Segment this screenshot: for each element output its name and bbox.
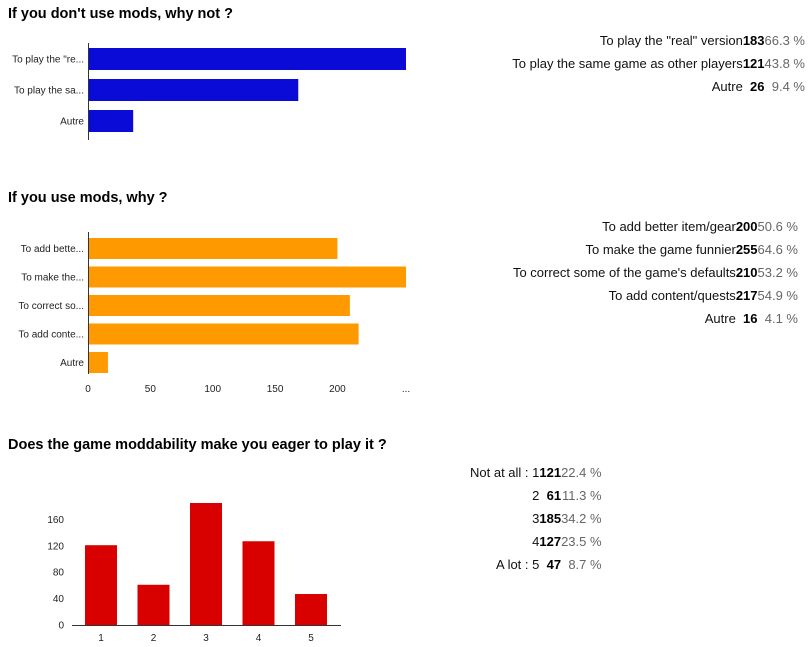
section-title-no-mods: If you don't use mods, why not ? xyxy=(8,6,233,22)
bar xyxy=(88,110,134,132)
stats-table-use-mods: To add better item/gear 200 50.6 % To make … xyxy=(513,215,798,330)
stat-percent: 22.4 % xyxy=(561,465,602,480)
stat-label: 3 xyxy=(532,511,540,526)
stats-table-no-mods: To play the "real" version 183 66.3 % To pl… xyxy=(512,29,805,98)
stats-row: Autre 16 4.1 % xyxy=(513,307,798,330)
stat-count: 127 xyxy=(539,534,562,549)
x-tick-label: 200 xyxy=(329,384,346,395)
x-tick-label: 50 xyxy=(145,384,157,395)
stat-count: 185 xyxy=(539,511,562,526)
bar xyxy=(242,541,275,625)
x-tick-label: 1 xyxy=(98,633,104,644)
y-tick-label: 0 xyxy=(58,621,64,632)
stats-table-moddability: Not at all : 1 121 22.4 % 2 61 11.3 % 3 185 34.2… xyxy=(470,461,602,576)
bar xyxy=(137,584,170,625)
stat-percent: 50.6 % xyxy=(757,219,798,234)
stat-count: 61 xyxy=(546,488,562,503)
x-tick-label: 150 xyxy=(267,384,284,395)
stat-label: To play the "real" version xyxy=(599,33,743,48)
stat-label: To correct some of the game's defaults xyxy=(512,265,736,280)
bar xyxy=(85,545,117,625)
category-label: Autre xyxy=(60,358,84,369)
category-label: To play the "re... xyxy=(12,55,84,66)
stats-row: To play the "real" version 183 66.3 % xyxy=(512,29,805,52)
y-tick-label: 40 xyxy=(53,594,65,605)
stat-count: 47 xyxy=(546,557,562,572)
stats-row: To add better item/gear 200 50.6 % xyxy=(513,215,798,238)
x-tick-label: 100 xyxy=(204,384,221,395)
stats-row: 2 61 11.3 % xyxy=(470,484,602,507)
stat-label: 2 xyxy=(532,488,540,503)
stat-percent: 43.8 % xyxy=(764,56,805,71)
stat-label: Not at all : 1 xyxy=(470,465,540,480)
stats-row: To correct some of the game's defaults 21… xyxy=(513,261,798,284)
stats-row: To make the game funnier 255 64.6 % xyxy=(513,238,799,261)
bar xyxy=(88,238,338,259)
stat-count: 26 xyxy=(750,79,765,94)
chart-why-mods: To add bette... To make the... To correct … xyxy=(18,232,410,395)
stat-percent: 9.4 % xyxy=(771,79,805,94)
stat-percent: 54.9 % xyxy=(757,288,798,303)
bar xyxy=(88,323,359,345)
x-tick-label: ... xyxy=(402,384,410,395)
stat-count: 183 xyxy=(742,33,765,48)
stat-label: A lot : 5 xyxy=(496,557,540,572)
category-label: To correct so... xyxy=(18,301,84,312)
bar xyxy=(88,79,299,101)
stat-label: To play the same game as other players xyxy=(512,56,743,71)
bar xyxy=(88,48,406,70)
stats-row: To add content/quests 217 54.9 % xyxy=(513,284,798,307)
stat-label: To make the game funnier xyxy=(585,242,736,257)
stats-row: To play the same game as other players 12… xyxy=(512,52,805,75)
section-title-moddability: Does the game moddability make you eager… xyxy=(8,437,387,453)
stat-percent: 66.3 % xyxy=(764,33,805,48)
section-title-use-mods: If you use mods, why ? xyxy=(8,190,168,206)
stats-row: A lot : 5 47 8.7 % xyxy=(470,553,602,576)
bar xyxy=(88,266,406,288)
stat-label: To add better item/gear xyxy=(602,219,736,234)
stat-percent: 23.5 % xyxy=(561,534,602,549)
stats-row: 4 127 23.5 % xyxy=(470,530,602,553)
stat-count: 217 xyxy=(735,288,758,303)
stat-percent: 11.3 % xyxy=(562,488,602,503)
bar xyxy=(88,352,108,373)
x-tick-label: 0 xyxy=(85,384,91,395)
x-tick-label: 5 xyxy=(308,633,314,644)
stat-percent: 53.2 % xyxy=(757,265,798,280)
bar xyxy=(190,503,222,625)
stat-percent: 8.7 % xyxy=(568,557,602,572)
category-label: To add conte... xyxy=(18,330,84,341)
category-label: To play the sa... xyxy=(14,86,84,97)
bar xyxy=(88,295,350,316)
stat-label: 4 xyxy=(532,534,540,549)
stat-percent: 64.6 % xyxy=(757,242,798,257)
stat-count: 121 xyxy=(742,56,765,71)
stat-count: 255 xyxy=(735,242,758,257)
stat-count: 200 xyxy=(735,219,758,234)
category-label: To make the... xyxy=(21,273,84,284)
stat-percent: 4.1 % xyxy=(764,311,798,326)
bar xyxy=(295,594,327,625)
category-label: To add bette... xyxy=(21,244,84,255)
x-tick-label: 4 xyxy=(256,633,262,644)
stat-count: 16 xyxy=(743,311,758,326)
stat-count: 121 xyxy=(539,465,562,480)
y-tick-label: 120 xyxy=(47,541,64,552)
y-tick-label: 160 xyxy=(47,515,64,526)
stat-count: 210 xyxy=(735,265,758,280)
stats-row: Autre 26 9.4 % xyxy=(512,75,805,98)
stat-label: Autre xyxy=(704,311,736,326)
stats-row: 3 185 34.2 % xyxy=(470,507,602,530)
x-tick-label: 3 xyxy=(203,633,209,644)
stat-label: To add content/quests xyxy=(608,288,736,303)
chart-why-not-mods: To play the "re... To play the sa... Autre xyxy=(12,43,406,140)
stat-percent: 34.2 % xyxy=(561,511,602,526)
stat-label: Autre xyxy=(711,79,743,94)
x-tick-label: 2 xyxy=(151,633,157,644)
stats-row: Not at all : 1 121 22.4 % xyxy=(470,461,602,484)
category-label: Autre xyxy=(60,117,84,128)
y-tick-label: 80 xyxy=(53,568,65,579)
